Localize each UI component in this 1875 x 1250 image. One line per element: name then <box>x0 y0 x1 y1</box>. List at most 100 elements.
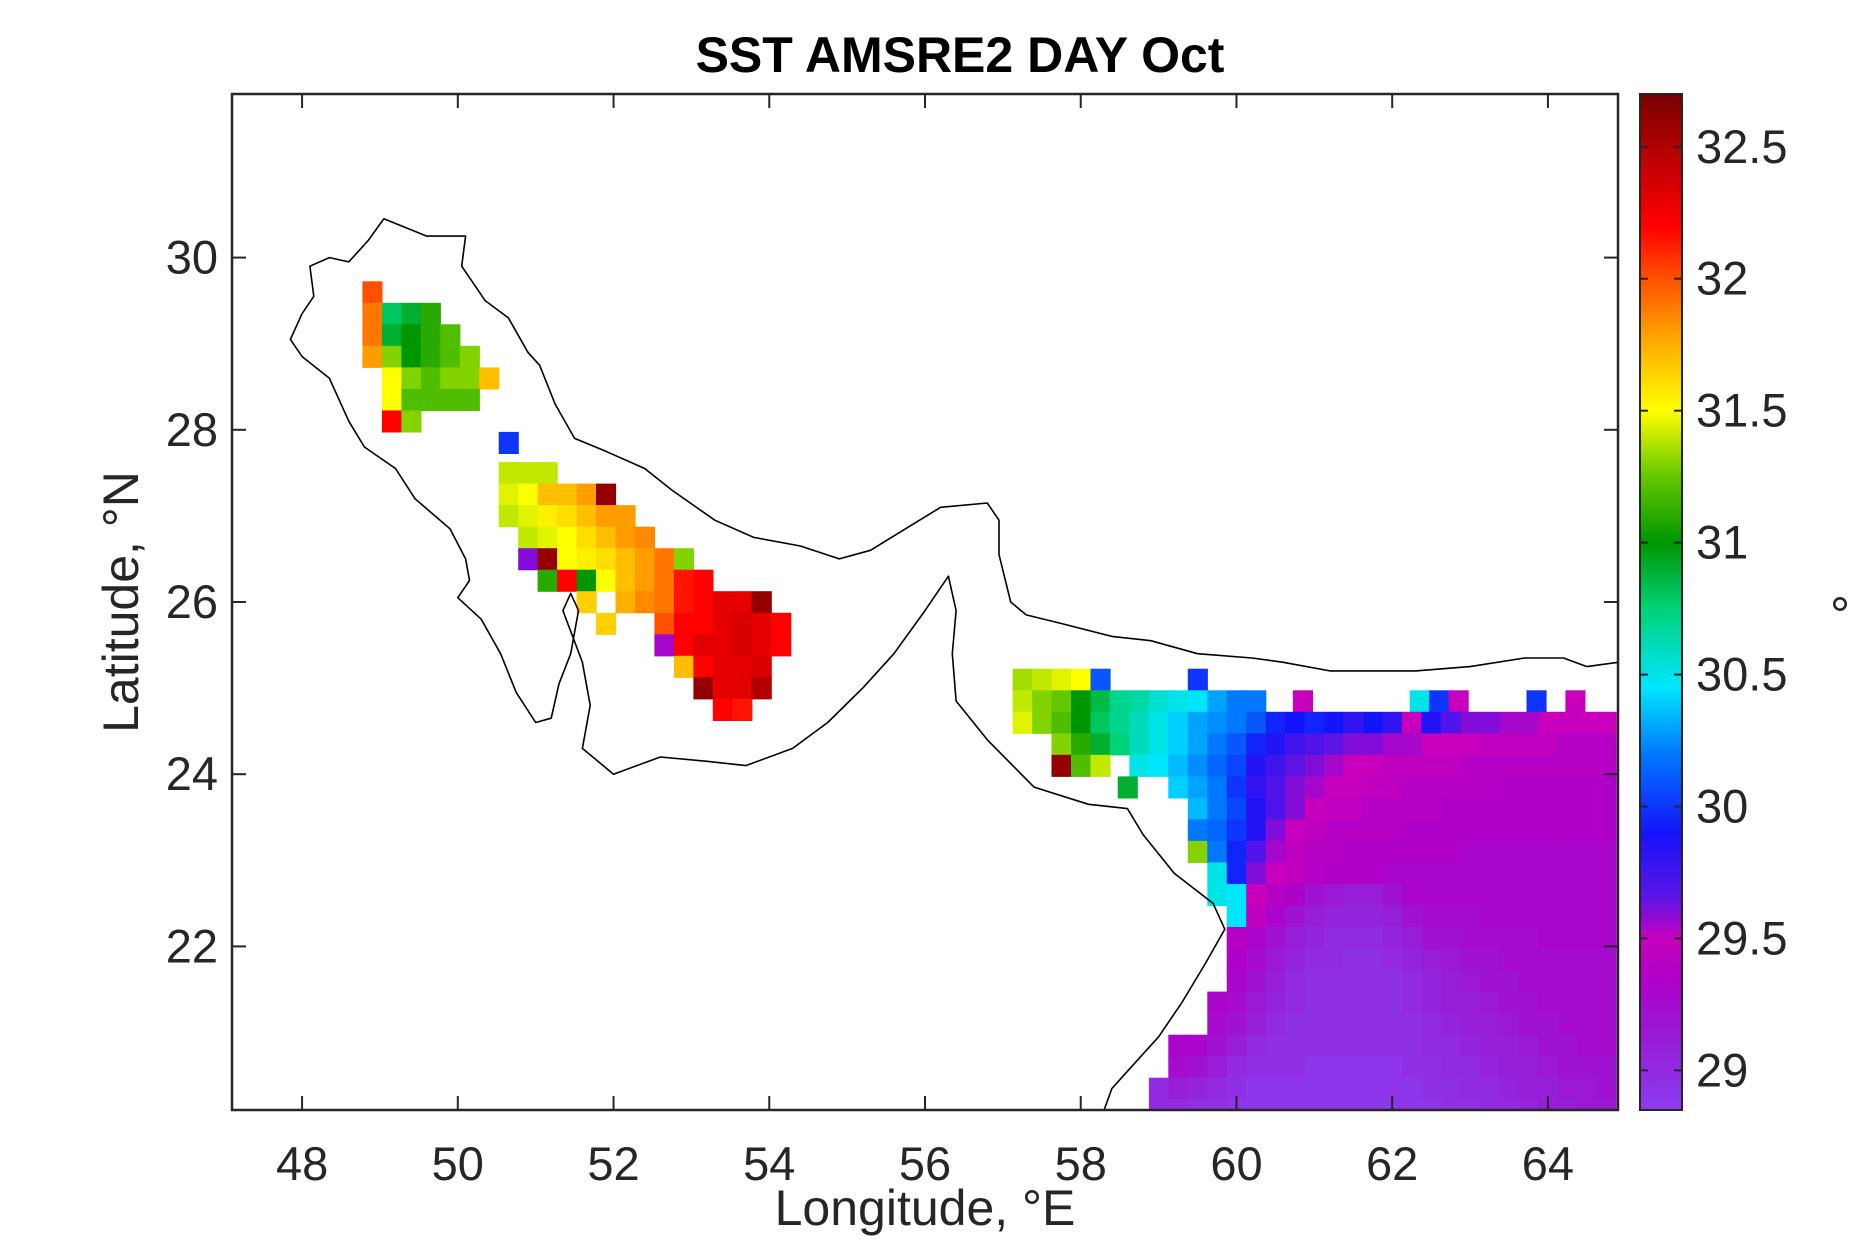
sst-cell <box>1440 862 1461 885</box>
sst-cell <box>1401 819 1422 842</box>
sst-cell <box>362 281 383 304</box>
sst-cell <box>1304 1034 1325 1057</box>
sst-cell <box>1324 1034 1345 1057</box>
coastline <box>289 218 1619 1111</box>
sst-cell <box>576 483 597 506</box>
sst-cell <box>1401 711 1422 734</box>
sst-cell <box>1382 1034 1403 1057</box>
sst-cell <box>1324 1099 1345 1111</box>
sst-cell <box>1518 991 1539 1014</box>
sst-cell <box>1421 754 1442 777</box>
sst-cell <box>1479 797 1500 820</box>
sst-cell <box>1324 905 1345 928</box>
sst-cell <box>712 677 733 700</box>
sst-cell <box>1265 754 1286 777</box>
sst-cell <box>1460 1034 1481 1057</box>
sst-cell <box>615 548 636 571</box>
sst-cell <box>1304 991 1325 1014</box>
sst-cell <box>381 367 402 390</box>
sst-cell <box>1382 1077 1403 1100</box>
sst-cell <box>1246 797 1267 820</box>
sst-cell <box>1032 711 1053 734</box>
sst-cell <box>673 634 694 657</box>
sst-cell <box>1265 1034 1286 1057</box>
sst-cell <box>1363 840 1384 863</box>
sst-cell <box>1421 840 1442 863</box>
sst-cell <box>1207 797 1228 820</box>
sst-cell <box>732 612 753 635</box>
sst-cell <box>1246 948 1267 971</box>
sst-cell <box>1577 840 1598 863</box>
sst-cell <box>1460 1056 1481 1079</box>
sst-cell <box>1460 1099 1481 1111</box>
sst-cell <box>1565 690 1586 713</box>
sst-cell <box>537 569 558 592</box>
sst-cell <box>1421 862 1442 885</box>
sst-cell <box>576 548 597 571</box>
sst-cell <box>1596 1077 1617 1100</box>
sst-cell <box>1577 819 1598 842</box>
sst-cell <box>1090 711 1111 734</box>
colorbar-tick-label: 30.5 <box>1696 648 1787 701</box>
sst-cell <box>1479 840 1500 863</box>
sst-cell <box>1440 711 1461 734</box>
sst-cell <box>1382 991 1403 1014</box>
sst-cell <box>1148 1099 1169 1111</box>
sst-cell <box>1421 711 1442 734</box>
sst-cell <box>1596 776 1617 799</box>
sst-cell <box>537 462 558 485</box>
sst-cell <box>1246 754 1267 777</box>
sst-cell <box>1440 970 1461 993</box>
sst-cell <box>1479 948 1500 971</box>
sst-cell <box>615 569 636 592</box>
colorbar-tick-label: 30 <box>1696 780 1748 833</box>
sst-cell <box>1343 776 1364 799</box>
sst-cell <box>693 655 714 678</box>
sst-cell <box>1460 948 1481 971</box>
sst-cell <box>1012 711 1033 734</box>
sst-cell <box>1577 1077 1598 1100</box>
sst-cell <box>576 591 597 614</box>
sst-cell <box>1051 690 1072 713</box>
sst-cell <box>1440 927 1461 950</box>
sst-cell <box>1246 905 1267 928</box>
sst-cell <box>518 526 539 549</box>
sst-cell <box>1499 776 1520 799</box>
sst-cell <box>1409 690 1430 713</box>
sst-cell <box>401 345 422 368</box>
sst-cell <box>1343 840 1364 863</box>
sst-cell <box>1479 1034 1500 1057</box>
sst-cell <box>1460 1077 1481 1100</box>
sst-cell <box>1499 948 1520 971</box>
sst-cell <box>1499 840 1520 863</box>
sst-cell <box>1401 948 1422 971</box>
sst-cell <box>1596 733 1617 756</box>
sst-cell <box>1285 862 1306 885</box>
sst-cell <box>693 569 714 592</box>
sst-cell <box>1304 862 1325 885</box>
sst-cell <box>1499 1013 1520 1036</box>
sst-cell <box>1429 690 1450 713</box>
sst-cell <box>1596 1099 1617 1111</box>
sst-cell <box>615 526 636 549</box>
sst-cell <box>1051 711 1072 734</box>
sst-cell <box>1324 776 1345 799</box>
sst-cell <box>1363 991 1384 1014</box>
sst-cell <box>693 634 714 657</box>
sst-cell <box>1285 927 1306 950</box>
sst-cell <box>1577 884 1598 907</box>
sst-cell <box>401 388 422 411</box>
sst-cell <box>1421 1099 1442 1111</box>
sst-cell <box>1226 711 1247 734</box>
chart-title: SST AMSRE2 DAY Oct <box>696 27 1225 83</box>
sst-cell <box>1596 711 1617 734</box>
sst-cell <box>1440 1056 1461 1079</box>
sst-cell <box>1187 840 1208 863</box>
sst-cell <box>1538 884 1559 907</box>
sst-cell <box>1168 711 1189 734</box>
sst-cell <box>1479 1099 1500 1111</box>
sst-cell <box>635 569 656 592</box>
sst-cell <box>498 483 519 506</box>
sst-cell <box>1401 754 1422 777</box>
